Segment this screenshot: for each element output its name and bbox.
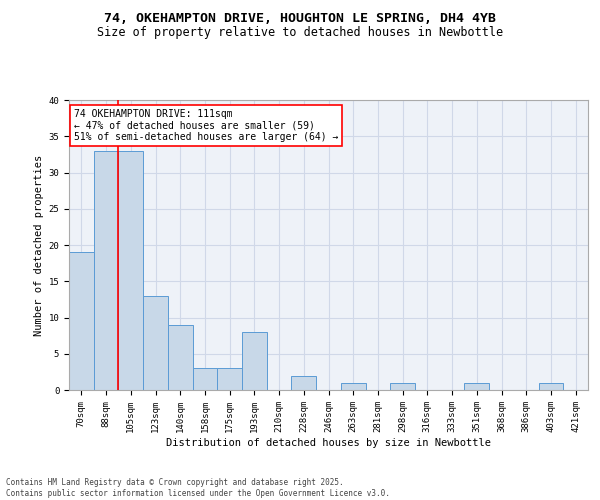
Bar xyxy=(390,383,415,390)
Y-axis label: Number of detached properties: Number of detached properties xyxy=(34,154,44,336)
Bar xyxy=(292,376,316,390)
Text: Size of property relative to detached houses in Newbottle: Size of property relative to detached ho… xyxy=(97,26,503,39)
Text: Contains HM Land Registry data © Crown copyright and database right 2025.
Contai: Contains HM Land Registry data © Crown c… xyxy=(6,478,390,498)
Bar xyxy=(464,383,489,390)
Bar xyxy=(539,383,563,390)
Bar xyxy=(193,368,217,390)
Text: 74 OKEHAMPTON DRIVE: 111sqm
← 47% of detached houses are smaller (59)
51% of sem: 74 OKEHAMPTON DRIVE: 111sqm ← 47% of det… xyxy=(74,108,338,142)
Bar xyxy=(118,151,143,390)
Text: 74, OKEHAMPTON DRIVE, HOUGHTON LE SPRING, DH4 4YB: 74, OKEHAMPTON DRIVE, HOUGHTON LE SPRING… xyxy=(104,12,496,26)
Bar xyxy=(143,296,168,390)
Bar xyxy=(341,383,365,390)
Bar xyxy=(69,252,94,390)
Bar xyxy=(242,332,267,390)
Bar xyxy=(217,368,242,390)
Bar xyxy=(94,151,118,390)
X-axis label: Distribution of detached houses by size in Newbottle: Distribution of detached houses by size … xyxy=(166,438,491,448)
Bar xyxy=(168,325,193,390)
